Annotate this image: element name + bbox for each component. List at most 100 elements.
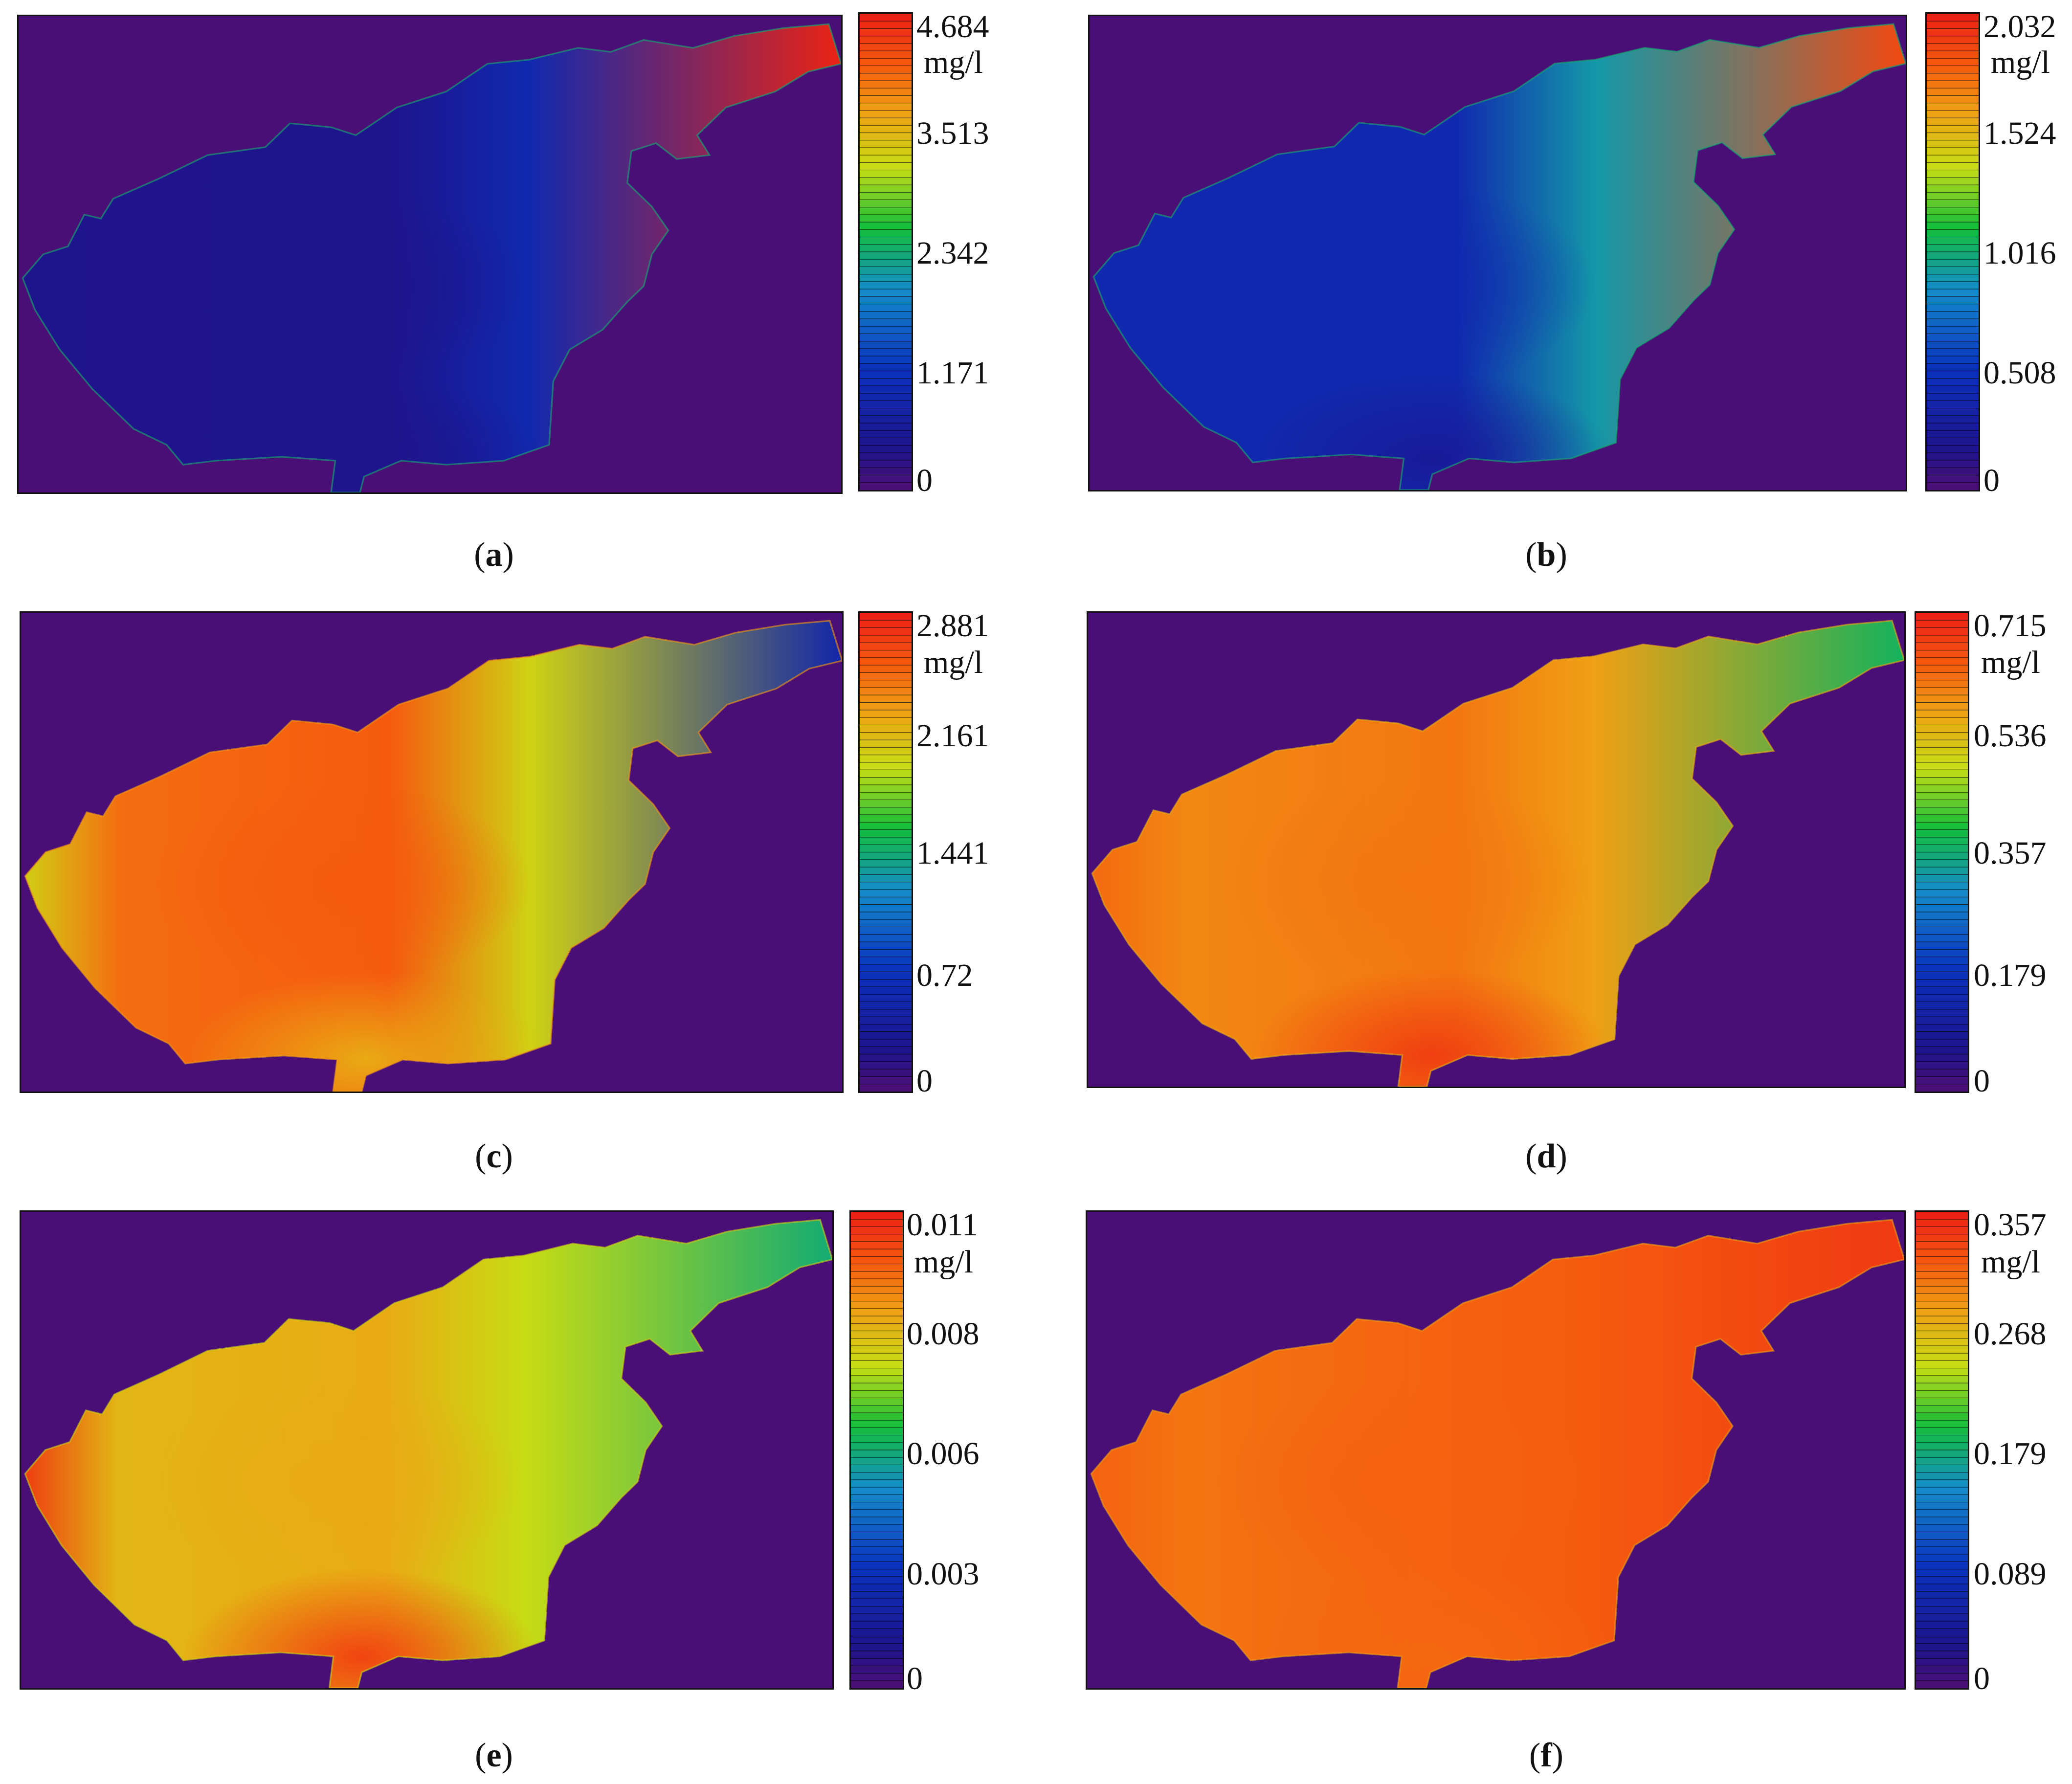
tick-d-0: 0.715	[1974, 608, 2047, 644]
tick-b-0: 2.032	[1983, 9, 2056, 45]
tick-c-4: 0	[916, 1063, 933, 1099]
colorbar-band-b	[1927, 289, 1979, 297]
colorbar-band-a	[860, 334, 912, 342]
colorbar-band-b	[1927, 21, 1979, 29]
colorbar-band-c	[860, 755, 912, 763]
basin-core-a	[150, 182, 529, 389]
colorbar-band-c	[860, 710, 912, 718]
south-outlet-a	[183, 373, 545, 492]
colorbar-band-e	[851, 1412, 903, 1421]
colorbar-band-e	[851, 1427, 903, 1436]
colorbar-band-b	[1927, 318, 1979, 327]
colorbar-band-b	[1927, 274, 1979, 282]
basin-core-e	[151, 1378, 524, 1585]
colorbar-band-a	[860, 192, 912, 201]
colorbar-band-c	[860, 1069, 912, 1077]
tick-c-0: 2.881	[916, 608, 989, 644]
colorbar-band-e	[851, 1383, 903, 1391]
colorbar-band-c	[860, 859, 912, 868]
colorbar-band-a	[860, 304, 912, 312]
tick-e-2: 0.006	[907, 1436, 980, 1472]
colorbar-band-a	[860, 274, 912, 282]
colorbar-band-d	[1916, 710, 1968, 718]
colorbar-band-b	[1927, 43, 1979, 51]
colorbar-band-e	[851, 1465, 903, 1473]
colorbar-band-e	[851, 1375, 903, 1383]
colorbar-band-a	[860, 259, 912, 268]
map-svg-f	[1090, 1219, 1904, 1688]
tick-c-1: 2.161	[916, 718, 989, 754]
colorbar-band-d	[1916, 1009, 1968, 1017]
colorbar-band-c	[860, 1031, 912, 1040]
colorbar-band-a	[860, 244, 912, 252]
colorbar-band-c	[860, 650, 912, 658]
colorbar-band-d	[1916, 889, 1968, 897]
colorbar-band-a	[860, 147, 912, 156]
colorbar-band-e	[851, 1561, 903, 1570]
tick-b-4: 0	[1983, 463, 2000, 498]
map-svg-c	[24, 620, 842, 1092]
colorbar-band-b	[1927, 170, 1979, 178]
map-b	[1088, 15, 1907, 491]
colorbar-band-a	[860, 237, 912, 245]
colorbar-band-e	[851, 1524, 903, 1532]
basin-outline-c	[24, 620, 842, 1092]
map-c	[20, 611, 844, 1093]
colorbar-band-c	[860, 695, 912, 703]
colorbar-band-b	[1927, 281, 1979, 290]
colorbar-band-d	[1916, 770, 1968, 778]
colorbar-band-c	[860, 1039, 912, 1047]
colorbar-band-e	[851, 1621, 903, 1629]
map-a	[17, 15, 843, 494]
colorbar-band-b	[1927, 460, 1979, 468]
colorbar-band-e	[851, 1539, 903, 1547]
colorbar-band-b	[1927, 200, 1979, 208]
colorbar-band-a	[860, 170, 912, 178]
colorbar-band-c	[860, 815, 912, 823]
colorbar-band-b	[1927, 207, 1979, 215]
colorbar-band-d	[1916, 777, 1968, 785]
colorbar-band-c	[860, 1009, 912, 1017]
colorbar-band-c	[860, 635, 912, 643]
colorbar-band-b	[1927, 482, 1979, 490]
colorbar-band-c	[860, 740, 912, 748]
colorbar-band-f	[1916, 1576, 1968, 1584]
colorbar-svg-c	[860, 613, 912, 1092]
colorbar-band-a	[860, 155, 912, 163]
colorbar-band-a	[860, 445, 912, 453]
map-svg-e	[24, 1219, 832, 1688]
tick-b-2: 1.016	[1983, 235, 2056, 271]
colorbar-band-b	[1927, 401, 1979, 409]
colorbar-band-d	[1916, 904, 1968, 913]
colorbar-f	[1915, 1210, 1969, 1690]
colorbar-band-b	[1927, 244, 1979, 252]
colorbar-band-b	[1927, 14, 1979, 22]
colorbar-band-a	[860, 36, 912, 44]
south-outlet-c	[185, 972, 547, 1092]
colorbar-band-e	[851, 1673, 903, 1681]
colorbar-band-b	[1927, 66, 1979, 74]
colorbar-band-c	[860, 919, 912, 928]
unit-f: mg/l	[1981, 1244, 2041, 1280]
colorbar-band-a	[860, 430, 912, 439]
colorbar-band-b	[1927, 185, 1979, 193]
colorbar-band-c	[860, 680, 912, 688]
colorbar-band-f	[1916, 1375, 1968, 1383]
colorbar-band-d	[1916, 927, 1968, 935]
colorbar-band-f	[1916, 1479, 1968, 1488]
colorbar-band-d	[1916, 1054, 1968, 1062]
colorbar-band-e	[851, 1680, 903, 1688]
unit-a: mg/l	[924, 45, 983, 80]
colorbar-band-d	[1916, 755, 1968, 763]
colorbar-band-c	[860, 927, 912, 935]
colorbar-band-e	[851, 1546, 903, 1555]
colorbar-band-a	[860, 482, 912, 490]
colorbar-band-f	[1916, 1569, 1968, 1577]
colorbar-band-b	[1927, 452, 1979, 461]
colorbar-band-b	[1927, 125, 1979, 134]
colorbar-band-b	[1927, 311, 1979, 319]
colorbar-band-d	[1916, 620, 1968, 628]
colorbar-band-e	[851, 1636, 903, 1644]
colorbar-band-e	[851, 1286, 903, 1294]
colorbar-band-c	[860, 627, 912, 636]
